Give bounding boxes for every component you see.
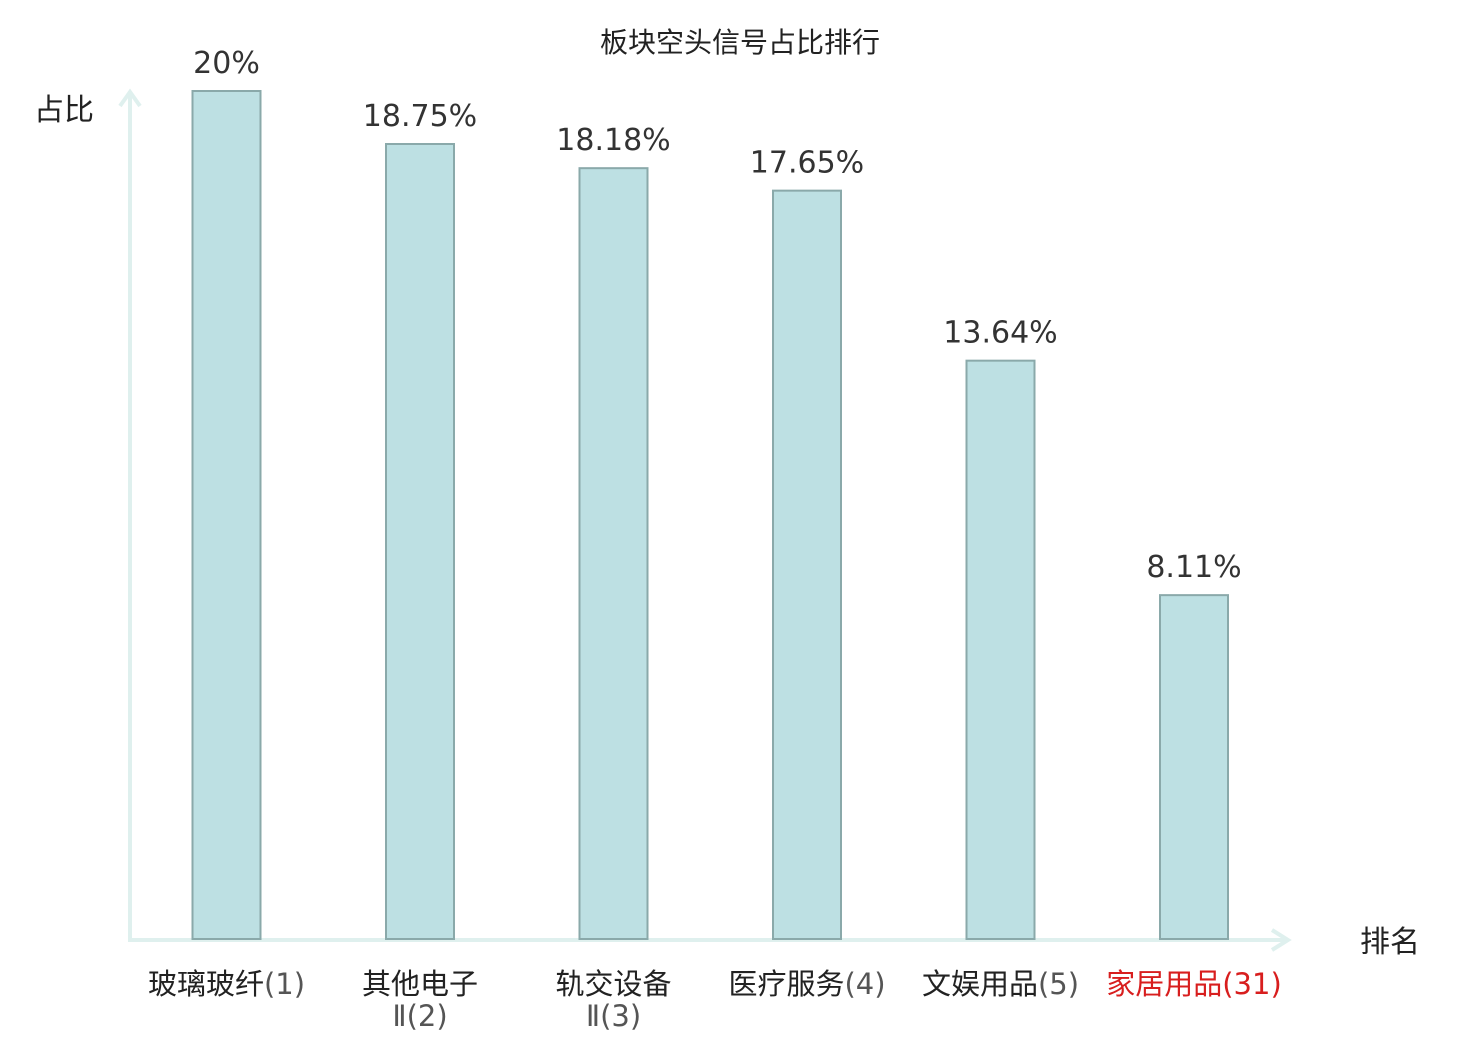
category-label: 轨交设备 Ⅱ(3) bbox=[555, 967, 671, 1033]
bar bbox=[1159, 594, 1229, 940]
axes bbox=[118, 88, 1292, 952]
category-rank: (31) bbox=[1222, 967, 1282, 1001]
category-name: 医疗服务 bbox=[728, 967, 844, 1001]
category-name: 文娱用品 bbox=[922, 967, 1038, 1001]
category-rank: (1) bbox=[264, 967, 305, 1001]
category-labels-group: 玻璃玻纤(1) 其他电子 Ⅱ(2)轨交设备 Ⅱ(3)医疗服务(4) 文娱用品(5) 家居用… bbox=[148, 967, 1282, 1033]
chart-title: 板块空头信号占比排行 bbox=[600, 26, 880, 59]
category-name: 玻璃玻纤 bbox=[148, 967, 264, 1001]
category-rank: (5) bbox=[1038, 967, 1079, 1001]
bar bbox=[385, 143, 455, 940]
value-label: 18.18% bbox=[556, 123, 670, 158]
category-label: 文娱用品(5) bbox=[922, 967, 1079, 1001]
bar bbox=[965, 359, 1036, 940]
x-axis-arrow bbox=[1270, 928, 1292, 952]
category-name: 其他电子 bbox=[362, 967, 478, 1001]
x-axis-label: 排名 bbox=[1360, 925, 1420, 960]
bar bbox=[772, 189, 842, 940]
value-label: 17.65% bbox=[750, 146, 864, 181]
category-label: 家居用品(31) bbox=[1106, 967, 1282, 1001]
category-rank: (2) bbox=[407, 999, 448, 1033]
category-rank: (3) bbox=[600, 999, 641, 1033]
y-axis-arrow bbox=[118, 88, 142, 108]
value-label: 8.11% bbox=[1146, 550, 1241, 585]
category-name: 轨交设备 bbox=[555, 967, 671, 1001]
y-axis-label: 占比 bbox=[34, 93, 94, 128]
category-label: 医疗服务(4) bbox=[728, 967, 885, 1001]
value-label: 18.75% bbox=[363, 99, 477, 134]
category-label: 其他电子 Ⅱ(2) bbox=[362, 967, 478, 1033]
value-label: 13.64% bbox=[943, 316, 1057, 351]
bars-group bbox=[191, 90, 1229, 940]
value-labels-group: 20% 18.75% 18.18% 17.65% 13.64% 8.11% bbox=[193, 46, 1242, 585]
value-label: 20% bbox=[193, 46, 260, 81]
category-name-line2: Ⅱ bbox=[392, 999, 406, 1033]
category-name-line2: Ⅱ bbox=[586, 999, 600, 1033]
category-rank: (4) bbox=[844, 967, 885, 1001]
bar bbox=[191, 90, 262, 940]
category-label: 玻璃玻纤(1) bbox=[148, 967, 305, 1001]
bar bbox=[578, 167, 649, 940]
category-name: 家居用品 bbox=[1106, 967, 1222, 1001]
